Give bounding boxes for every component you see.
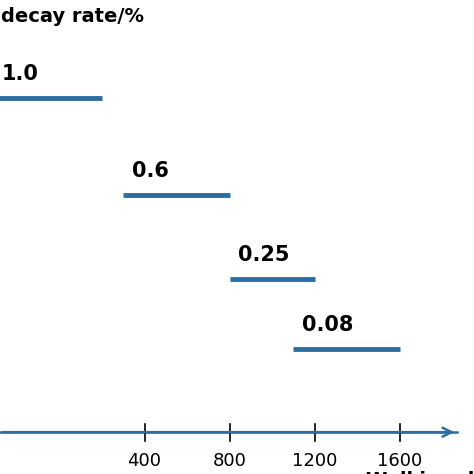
Text: Walking d: Walking d — [365, 471, 474, 474]
Text: decay rate/%: decay rate/% — [1, 7, 144, 26]
Text: 1200: 1200 — [292, 452, 337, 470]
Text: 0.6: 0.6 — [132, 161, 169, 181]
Text: 1.0: 1.0 — [2, 64, 39, 83]
Text: 800: 800 — [213, 452, 246, 470]
Text: 0.25: 0.25 — [238, 245, 290, 265]
Text: 0.08: 0.08 — [302, 315, 353, 335]
Text: 400: 400 — [128, 452, 162, 470]
Text: 1600: 1600 — [377, 452, 422, 470]
